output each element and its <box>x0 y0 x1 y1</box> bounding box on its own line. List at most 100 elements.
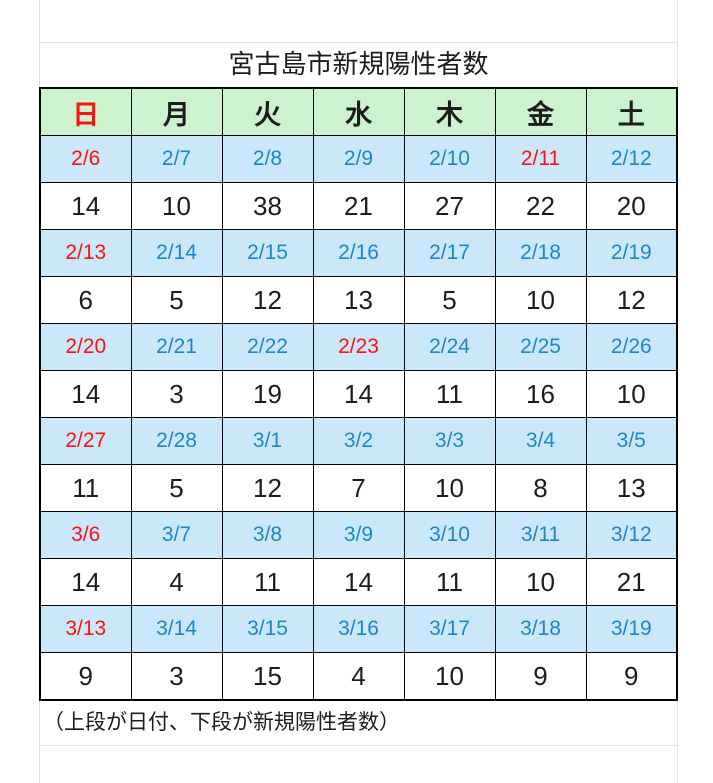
count-cell: 9 <box>39 652 132 701</box>
date-row: 2/27 2/28 3/1 3/2 3/3 3/4 3/5 <box>39 417 678 465</box>
date-row: 3/13 3/14 3/15 3/16 3/17 3/18 3/19 <box>39 605 678 653</box>
count-cell: 12 <box>221 276 314 324</box>
count-cell: 10 <box>494 558 587 606</box>
count-row: 14 4 11 14 11 10 21 <box>39 558 678 606</box>
count-cell: 3 <box>130 652 223 701</box>
count-cell: 13 <box>312 276 405 324</box>
count-cell: 22 <box>494 182 587 230</box>
footer-note: （上段が日付、下段が新規陽性者数） <box>43 711 400 734</box>
date-cell: 3/1 <box>221 417 314 465</box>
date-cell: 2/8 <box>221 135 314 183</box>
date-cell: 3/14 <box>130 605 223 653</box>
date-cell: 2/6 <box>39 135 132 183</box>
date-cell: 3/5 <box>585 417 678 465</box>
count-cell: 15 <box>221 652 314 701</box>
date-cell: 2/21 <box>130 323 223 371</box>
date-row: 2/6 2/7 2/8 2/9 2/10 2/11 2/12 <box>39 135 678 183</box>
count-cell: 21 <box>585 558 678 606</box>
count-cell: 19 <box>221 370 314 418</box>
count-cell: 14 <box>39 558 132 606</box>
count-cell: 4 <box>312 652 405 701</box>
date-cell: 2/9 <box>312 135 405 183</box>
count-cell: 10 <box>585 370 678 418</box>
gridline-horizontal-top <box>39 42 678 43</box>
date-cell: 3/6 <box>39 511 132 559</box>
count-cell: 27 <box>403 182 496 230</box>
date-cell: 2/23 <box>312 323 405 371</box>
date-cell: 3/11 <box>494 511 587 559</box>
date-cell: 2/27 <box>39 417 132 465</box>
count-cell: 20 <box>585 182 678 230</box>
date-cell: 3/3 <box>403 417 496 465</box>
count-row: 14 10 38 21 27 22 20 <box>39 182 678 230</box>
date-cell: 2/18 <box>494 229 587 277</box>
count-cell: 10 <box>403 652 496 701</box>
weekday-header-row: 日月火水木金土 <box>39 87 678 136</box>
count-cell: 6 <box>39 276 132 324</box>
date-cell: 3/10 <box>403 511 496 559</box>
date-cell: 3/18 <box>494 605 587 653</box>
date-cell: 2/25 <box>494 323 587 371</box>
count-cell: 10 <box>130 182 223 230</box>
weekday-header-cell: 金 <box>494 87 587 136</box>
count-cell: 8 <box>494 464 587 512</box>
date-cell: 2/16 <box>312 229 405 277</box>
date-cell: 3/13 <box>39 605 132 653</box>
calendar-body: 2/6 2/7 2/8 2/9 2/10 2/11 2/12 14 10 38 21 27 22 20 2/… <box>39 135 678 701</box>
count-cell: 13 <box>585 464 678 512</box>
date-cell: 3/19 <box>585 605 678 653</box>
weekday-header-cell: 月 <box>130 87 223 136</box>
count-cell: 5 <box>130 464 223 512</box>
date-cell: 2/14 <box>130 229 223 277</box>
count-cell: 16 <box>494 370 587 418</box>
date-cell: 2/15 <box>221 229 314 277</box>
date-cell: 3/9 <box>312 511 405 559</box>
date-cell: 2/19 <box>585 229 678 277</box>
date-cell: 3/15 <box>221 605 314 653</box>
date-cell: 2/7 <box>130 135 223 183</box>
count-cell: 7 <box>312 464 405 512</box>
count-row: 14 3 19 14 11 16 10 <box>39 370 678 418</box>
date-cell: 2/26 <box>585 323 678 371</box>
date-cell: 3/7 <box>130 511 223 559</box>
page-title: 宮古島市新規陽性者数 <box>228 49 489 79</box>
date-cell: 2/10 <box>403 135 496 183</box>
count-cell: 11 <box>403 558 496 606</box>
date-cell: 2/13 <box>39 229 132 277</box>
date-cell: 2/17 <box>403 229 496 277</box>
date-cell: 3/17 <box>403 605 496 653</box>
date-cell: 3/12 <box>585 511 678 559</box>
date-cell: 3/8 <box>221 511 314 559</box>
calendar-table: 日月火水木金土 2/6 2/7 2/8 2/9 2/10 2/11 2/12 14 10 38 21… <box>39 87 678 701</box>
date-cell: 3/2 <box>312 417 405 465</box>
weekday-header-cell: 水 <box>312 87 405 136</box>
date-row: 3/6 3/7 3/8 3/9 3/10 3/11 3/12 <box>39 511 678 559</box>
gridline-horizontal-bottom <box>39 745 678 746</box>
count-cell: 14 <box>39 370 132 418</box>
count-cell: 10 <box>494 276 587 324</box>
count-cell: 21 <box>312 182 405 230</box>
date-row: 2/13 2/14 2/15 2/16 2/17 2/18 2/19 <box>39 229 678 277</box>
count-row: 6 5 12 13 5 10 12 <box>39 276 678 324</box>
date-cell: 2/24 <box>403 323 496 371</box>
count-cell: 4 <box>130 558 223 606</box>
count-cell: 11 <box>403 370 496 418</box>
date-cell: 2/11 <box>494 135 587 183</box>
count-cell: 9 <box>494 652 587 701</box>
weekday-header-cell: 土 <box>585 87 678 136</box>
weekday-header-cell: 日 <box>39 87 132 136</box>
date-cell: 2/12 <box>585 135 678 183</box>
count-cell: 3 <box>130 370 223 418</box>
calendar-header: 日月火水木金土 <box>39 87 678 136</box>
count-row: 9 3 15 4 10 9 9 <box>39 652 678 701</box>
date-cell: 2/28 <box>130 417 223 465</box>
count-cell: 9 <box>585 652 678 701</box>
count-cell: 11 <box>221 558 314 606</box>
date-cell: 2/20 <box>39 323 132 371</box>
count-cell: 11 <box>39 464 132 512</box>
count-cell: 14 <box>312 370 405 418</box>
date-row: 2/20 2/21 2/22 2/23 2/24 2/25 2/26 <box>39 323 678 371</box>
count-cell: 5 <box>403 276 496 324</box>
weekday-header-cell: 火 <box>221 87 314 136</box>
